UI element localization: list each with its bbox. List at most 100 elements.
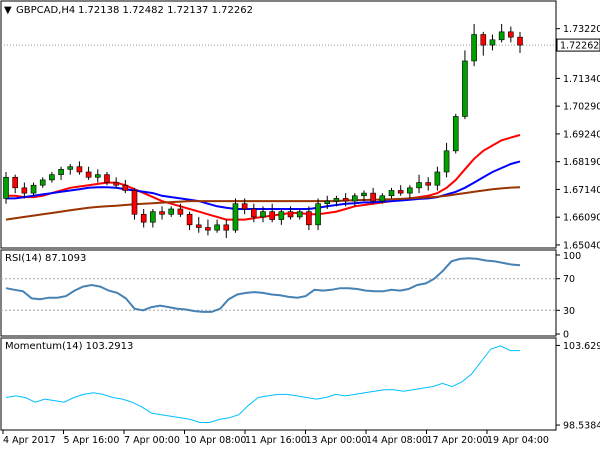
candle (397, 185, 404, 196)
candle (12, 174, 18, 194)
candle (131, 187, 138, 220)
last-price-badge (556, 38, 600, 52)
rsi-line (5, 257, 521, 313)
price-tick-label: 1.67140 (563, 185, 600, 196)
candlesticks (3, 23, 523, 239)
candle (287, 206, 294, 220)
price-tick-label: 1.73220 (563, 24, 600, 35)
candle (324, 195, 331, 209)
candle (379, 193, 386, 204)
rsi-pane-frame (0, 249, 557, 337)
candle (508, 26, 514, 43)
price-tick-label: 1.68190 (563, 157, 600, 168)
time-axis: 4 Apr 2017 5 Apr 16:00 7 Apr 00:00 10 Apr 0… (2, 430, 549, 446)
moving-average-3 (5, 186, 521, 221)
candle (85, 166, 92, 180)
candle (168, 206, 175, 217)
candle (278, 208, 285, 225)
rsi-tick-label: 100 (563, 251, 581, 262)
momentum-tick-label: 98.5384 (563, 421, 600, 432)
momentum-tick-label: 103.6297 (563, 341, 600, 352)
candle (480, 31, 487, 56)
candle (462, 50, 468, 120)
time-tick-label: 19 Apr 04:00 (487, 435, 549, 446)
candle (388, 187, 395, 199)
candle (241, 198, 248, 215)
candle (471, 23, 477, 67)
last-price-label: 1.72262 (560, 41, 599, 52)
candle (361, 190, 367, 202)
candle (517, 31, 523, 54)
candle (416, 174, 422, 194)
time-tick-label: 11 Apr 16:00 (245, 435, 307, 446)
momentum-line (5, 345, 520, 423)
candle (498, 23, 505, 43)
candle (434, 166, 441, 191)
price-tick-label: 1.66090 (563, 213, 600, 224)
candle (306, 206, 312, 231)
momentum-title: Momentum(14) 103.2913 (5, 341, 133, 352)
candle (232, 198, 239, 233)
rsi-tick-label: 70 (563, 274, 575, 285)
rsi-level-lines (1, 278, 556, 311)
collapse-arrow-icon[interactable]: ▼ (4, 5, 12, 16)
candle (113, 177, 119, 188)
candle (21, 182, 28, 199)
momentum-axis: 103.6297 98.5384 (556, 341, 600, 432)
candle (3, 171, 9, 204)
price-tick-label: 1.70290 (563, 102, 600, 113)
candle (159, 206, 165, 220)
time-tick-label: 10 Apr 08:00 (185, 435, 247, 446)
candle (49, 171, 55, 183)
candle (269, 203, 275, 223)
candle (489, 34, 496, 51)
candle (260, 206, 266, 223)
candle (58, 166, 64, 180)
rsi-tick-label: 0 (563, 330, 569, 341)
candle (150, 208, 156, 228)
candle (30, 182, 37, 196)
candle (94, 169, 101, 183)
candle (76, 161, 83, 175)
candle (443, 142, 450, 178)
candle (67, 164, 74, 175)
time-tick-label: 17 Apr 20:00 (427, 435, 489, 446)
rsi-tick-label: 30 (563, 306, 575, 317)
candle (251, 203, 257, 223)
candle (223, 219, 230, 239)
candle (296, 208, 303, 220)
price-tick-label: 1.71340 (563, 74, 600, 85)
candle (205, 219, 211, 236)
price-tick-label: 1.69240 (563, 129, 600, 140)
candle (333, 195, 340, 207)
candle (214, 219, 220, 233)
candle (177, 203, 184, 217)
candle (351, 193, 358, 207)
ohlc-readout: 1.72138 1.72482 1.72137 1.72262 (78, 5, 253, 16)
time-tick-label: 7 Apr 00:00 (124, 435, 180, 446)
candle (104, 171, 110, 186)
candle (370, 187, 376, 204)
time-tick-label: 4 Apr 2017 (3, 435, 56, 446)
price-axis: 1.73220 1.71340 1.70290 1.69240 1.68190 1.671… (556, 24, 600, 251)
rsi-axis: 100 70 30 0 (556, 251, 581, 341)
candle (195, 216, 202, 233)
candle (315, 198, 321, 231)
candle (425, 177, 432, 191)
candle (186, 211, 193, 231)
candle (122, 179, 129, 194)
candle (407, 185, 413, 199)
candle (452, 113, 459, 154)
candle (39, 177, 46, 188)
price-tick-label: 1.65040 (563, 240, 600, 251)
symbol-label: GBPCAD,H4 (16, 5, 75, 16)
time-tick-label: 13 Apr 00:00 (306, 435, 368, 446)
candle (342, 193, 349, 207)
momentum-pane-frame (0, 337, 557, 431)
momentum-series (5, 345, 520, 423)
rsi-series (5, 257, 521, 313)
time-tick-label: 14 Apr 08:00 (366, 435, 428, 446)
price-pane-frame (0, 0, 557, 249)
